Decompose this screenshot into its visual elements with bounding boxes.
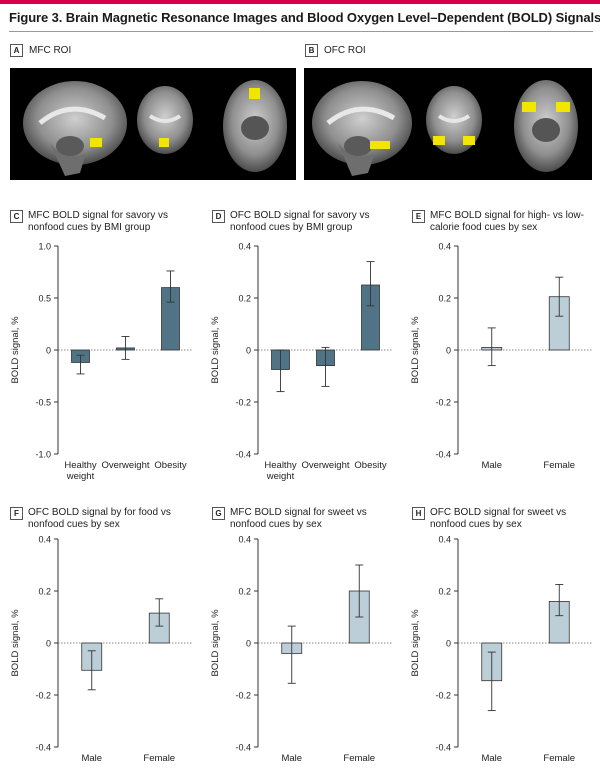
category-label: Overweight [301, 460, 349, 471]
y-tick-label: -0.4 [35, 743, 51, 753]
category-label: Obesity [354, 460, 386, 471]
ofc-roi-brain-image [304, 68, 592, 180]
panel-f-heading: F OFC BOLD signal by for food vs nonfood… [10, 507, 185, 531]
y-tick-label: 0.2 [438, 294, 451, 304]
y-tick-label: -0.2 [35, 691, 51, 701]
y-axis-label: BOLD signal, % [410, 316, 421, 384]
y-tick-label: -0.2 [435, 398, 451, 408]
category-label: Female [543, 753, 575, 764]
y-tick-label: 0.4 [238, 535, 251, 545]
y-tick-label: 0 [246, 346, 251, 356]
panel-c-title: MFC BOLD signal for savory vs nonfood cu… [28, 210, 169, 233]
chart-f: 0.4 0.2 0 -0.2 -0.4 BOLD signal, % Male Female [10, 535, 193, 764]
panel-h-heading: H OFC BOLD signal for sweet vs nonfood c… [412, 507, 587, 531]
panel-f-letter: F [10, 507, 23, 520]
panel-g-letter: G [212, 507, 225, 520]
category-label: Female [343, 753, 375, 764]
y-tick-label: 0.4 [238, 242, 251, 252]
category-label: Overweight [101, 460, 149, 471]
panel-d-title: OFC BOLD signal for savory vs nonfood cu… [230, 210, 370, 233]
panel-g-heading: G MFC BOLD signal for sweet vs nonfood c… [212, 507, 387, 531]
panel-a-letter: A [10, 44, 23, 57]
y-tick-label: 0 [446, 346, 451, 356]
y-axis-label: BOLD signal, % [10, 316, 21, 384]
chart-d: 0.4 0.2 0 -0.2 -0.4 BOLD signal, % Healthyweig… [210, 242, 393, 482]
category-label: Female [543, 460, 575, 471]
y-tick-label: -0.4 [435, 743, 451, 753]
panel-h-letter: H [412, 507, 425, 520]
y-tick-label: 0.2 [438, 587, 451, 597]
y-tick-label: -0.5 [35, 398, 51, 408]
panel-c-heading: C MFC BOLD signal for savory vs nonfood … [10, 210, 185, 234]
category-label: weight [266, 471, 295, 482]
ofc-brain-illustration [312, 80, 578, 176]
y-tick-label: -0.4 [235, 450, 251, 460]
chart-g: 0.4 0.2 0 -0.2 -0.4 BOLD signal, % Male Female [210, 535, 393, 764]
category-label: weight [66, 471, 95, 482]
panel-d-heading: D OFC BOLD signal for savory vs nonfood … [212, 210, 387, 234]
y-tick-label: 0 [46, 346, 51, 356]
y-axis-label: BOLD signal, % [210, 609, 221, 677]
category-label: Male [81, 753, 102, 764]
category-label: Obesity [154, 460, 186, 471]
panel-e-letter: E [412, 210, 425, 223]
panel-a-label: A MFC ROI [10, 44, 71, 57]
panel-g-title: MFC BOLD signal for sweet vs nonfood cue… [230, 507, 367, 530]
chart-e: 0.4 0.2 0 -0.2 -0.4 BOLD signal, % Male Female [410, 242, 593, 471]
category-label: Male [481, 460, 502, 471]
y-tick-label: 1.0 [38, 242, 51, 252]
panel-e-heading: E MFC BOLD signal for high- vs low-calor… [412, 210, 587, 234]
y-tick-label: 0 [246, 639, 251, 649]
panel-b-letter: B [305, 44, 318, 57]
y-tick-label: 0.5 [38, 294, 51, 304]
panel-b-label: B OFC ROI [305, 44, 366, 57]
panel-e-title: MFC BOLD signal for high- vs low-calorie… [430, 210, 584, 233]
y-axis-label: BOLD signal, % [210, 316, 221, 384]
y-tick-label: -0.4 [435, 450, 451, 460]
category-label: Healthy [64, 460, 96, 471]
y-tick-label: 0.4 [438, 242, 451, 252]
y-tick-label: -1.0 [35, 450, 51, 460]
panel-c-letter: C [10, 210, 23, 223]
mfc-brain-illustration [23, 80, 287, 176]
category-label: Healthy [264, 460, 296, 471]
chart-h: 0.4 0.2 0 -0.2 -0.4 BOLD signal, % Male Female [410, 535, 593, 764]
y-tick-label: -0.4 [235, 743, 251, 753]
category-label: Male [281, 753, 302, 764]
chart-c: 1.0 0.5 0 -0.5 -1.0 BOLD signal, % Healthyweig… [10, 242, 193, 482]
y-tick-label: 0.4 [438, 535, 451, 545]
category-label: Female [143, 753, 175, 764]
y-tick-label: 0.2 [238, 587, 251, 597]
title-divider [9, 31, 593, 32]
figure-title: Figure 3. Brain Magnetic Resonance Image… [9, 10, 600, 25]
y-tick-label: 0 [46, 639, 51, 649]
y-tick-label: -0.2 [435, 691, 451, 701]
y-tick-label: -0.2 [235, 691, 251, 701]
category-label: Male [481, 753, 502, 764]
panel-b-title: OFC ROI [324, 45, 366, 56]
panel-d-letter: D [212, 210, 225, 223]
mfc-roi-brain-image [10, 68, 296, 180]
panel-h-title: OFC BOLD signal for sweet vs nonfood cue… [430, 507, 567, 530]
y-tick-label: 0.2 [38, 587, 51, 597]
panel-f-title: OFC BOLD signal by for food vs nonfood c… [28, 507, 171, 530]
y-tick-label: 0.4 [38, 535, 51, 545]
y-axis-label: BOLD signal, % [10, 609, 21, 677]
y-axis-label: BOLD signal, % [410, 609, 421, 677]
y-tick-label: -0.2 [235, 398, 251, 408]
y-tick-label: 0.2 [238, 294, 251, 304]
y-tick-label: 0 [446, 639, 451, 649]
panel-a-title: MFC ROI [29, 45, 72, 56]
accent-bar [0, 0, 600, 4]
